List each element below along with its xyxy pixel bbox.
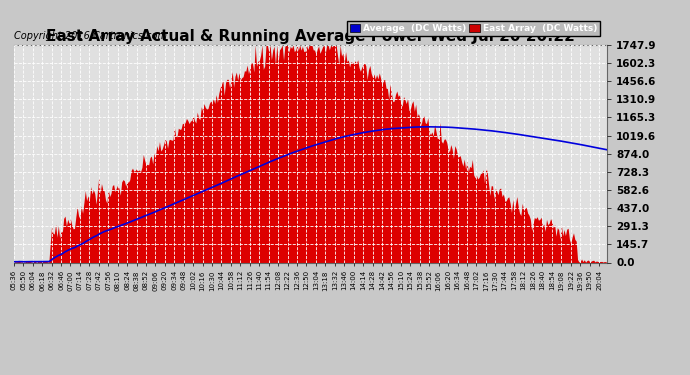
Text: Copyright 2016 Cartronics.com: Copyright 2016 Cartronics.com <box>14 32 167 41</box>
Legend: Average  (DC Watts), East Array  (DC Watts): Average (DC Watts), East Array (DC Watts… <box>347 21 600 36</box>
Title: East Array Actual & Running Average Power Wed Jul 20 20:22: East Array Actual & Running Average Powe… <box>46 29 575 44</box>
